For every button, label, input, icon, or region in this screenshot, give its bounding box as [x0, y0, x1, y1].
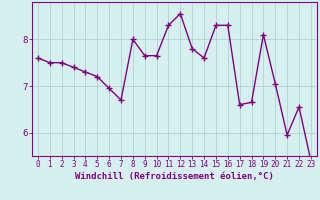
X-axis label: Windchill (Refroidissement éolien,°C): Windchill (Refroidissement éolien,°C)	[75, 172, 274, 181]
